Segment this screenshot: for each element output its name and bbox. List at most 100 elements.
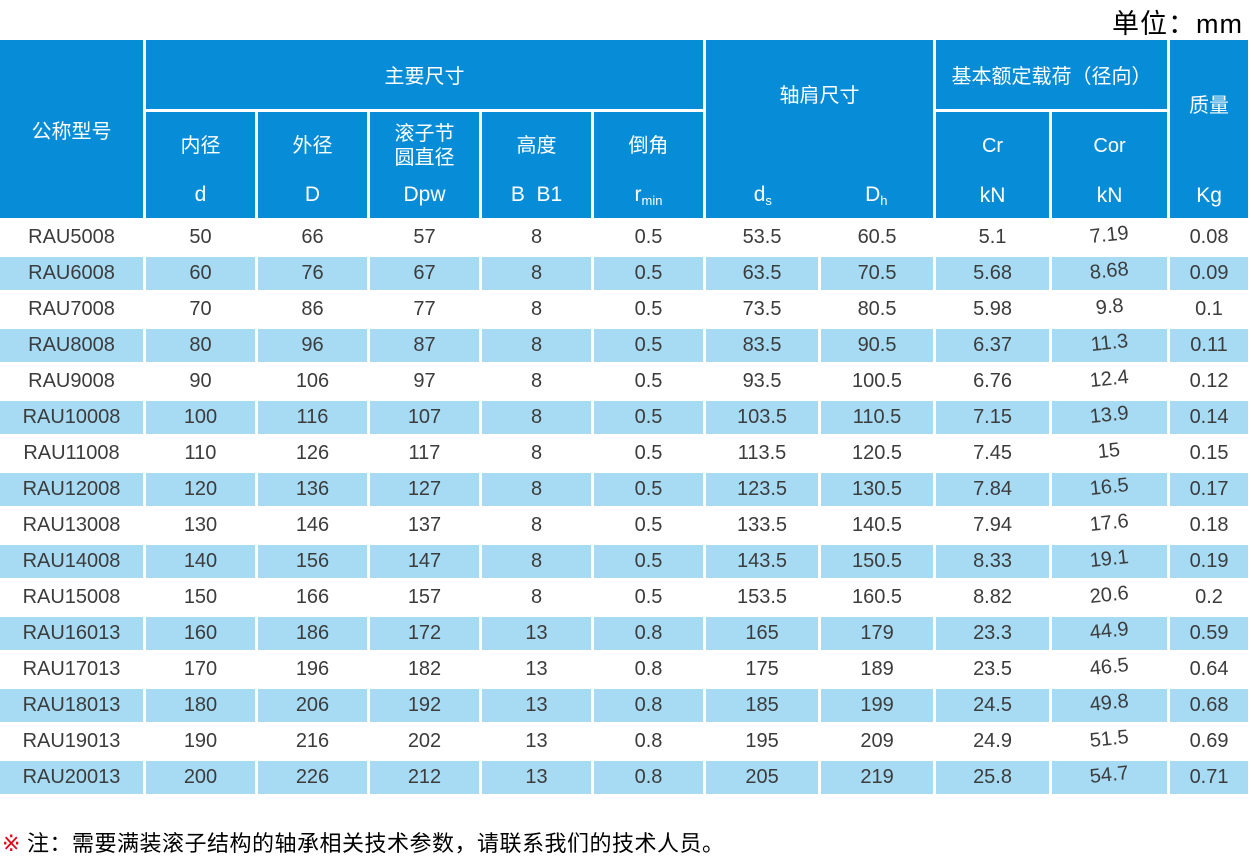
cell-value: 0.5 <box>594 509 704 542</box>
cell-value: 24.5 <box>936 689 1050 722</box>
unit-label: 单位：mm <box>1112 9 1243 39</box>
cell-value: 7.84 <box>936 473 1050 506</box>
cell-value: 5.1 <box>936 221 1050 254</box>
cell-value: 24.9 <box>936 725 1050 758</box>
footnote-text: 注：需要满装滚子结构的轴承相关技术参数，请联系我们的技术人员。 <box>26 831 725 856</box>
cell-value: 0.5 <box>594 545 704 578</box>
cell-value: 186 <box>258 617 367 650</box>
header-outer-diameter: 外径 D <box>258 112 367 218</box>
cell-value: 126 <box>258 437 367 470</box>
cell-value: 23.5 <box>936 653 1050 686</box>
table-body: RAU5008 50 66 57 8 0.5 53.5 60.5 5.1 7.19 0.08 RAU6… <box>0 221 1249 794</box>
symbol-D: D <box>304 183 321 206</box>
mass-label: 质量 <box>1189 94 1230 117</box>
cell-value: 96 <box>258 329 367 362</box>
cell-value: 153.5 <box>706 581 819 614</box>
cell-value: 54.7 <box>1052 761 1168 794</box>
cell-value: 13 <box>482 689 591 722</box>
cell-value: 137 <box>370 509 479 542</box>
table-row: RAU10008 100 116 107 8 0.5 103.5 110.5 7.15 13.9 0… <box>0 401 1249 434</box>
cell-value: 0.64 <box>1170 653 1249 686</box>
cell-value: 179 <box>821 617 934 650</box>
cor-unit: kN <box>1096 184 1123 207</box>
cell-value: 0.8 <box>594 617 704 650</box>
cell-value: 0.8 <box>594 725 704 758</box>
cell-value: 140 <box>146 545 255 578</box>
cell-value: 182 <box>370 653 479 686</box>
table-row: RAU6008 60 76 67 8 0.5 63.5 70.5 5.68 8.68 0.09 <box>0 257 1249 290</box>
table-header: 公称型号 主要尺寸 轴肩尺寸 ds Dh 基本额定载荷（径向） 质量 Kg <box>0 40 1249 218</box>
cell-value: 60 <box>146 257 255 290</box>
cell-value: 199 <box>821 689 934 722</box>
cell-value: 160.5 <box>821 581 934 614</box>
cell-value: 20.6 <box>1052 581 1168 614</box>
header-mass: 质量 Kg <box>1170 40 1249 218</box>
header-roller-pitch-diameter: 滚子节 圆直径 Dpw <box>370 112 479 218</box>
header-rated-load: 基本额定载荷（径向） <box>936 40 1168 109</box>
cell-value: 170 <box>146 653 255 686</box>
cr-unit: kN <box>979 184 1006 207</box>
cell-value: 46.5 <box>1052 653 1168 686</box>
cell-value: 166 <box>258 581 367 614</box>
cell-value: 44.9 <box>1052 617 1168 650</box>
cell-value: 86 <box>258 293 367 326</box>
cell-value: 190 <box>146 725 255 758</box>
header-cr: Cr kN <box>936 112 1050 218</box>
cell-value: 8 <box>482 401 591 434</box>
cell-model: RAU7008 <box>0 293 143 326</box>
cell-value: 7.45 <box>936 437 1050 470</box>
cell-value: 212 <box>370 761 479 794</box>
cell-value: 147 <box>370 545 479 578</box>
cell-value: 93.5 <box>706 365 819 398</box>
cell-value: 106 <box>258 365 367 398</box>
cell-value: 133.5 <box>706 509 819 542</box>
cell-value: 0.09 <box>1170 257 1249 290</box>
cell-value: 165 <box>706 617 819 650</box>
cell-value: 6.37 <box>936 329 1050 362</box>
cell-value: 156 <box>258 545 367 578</box>
cell-value: 87 <box>370 329 479 362</box>
cell-value: 0.5 <box>594 437 704 470</box>
cell-value: 200 <box>146 761 255 794</box>
cell-value: 19.1 <box>1052 545 1168 578</box>
cell-value: 0.5 <box>594 257 704 290</box>
cell-value: 0.5 <box>594 473 704 506</box>
cell-value: 8 <box>482 257 591 290</box>
cell-model: RAU18013 <box>0 689 143 722</box>
cell-value: 192 <box>370 689 479 722</box>
cell-value: 0.5 <box>594 365 704 398</box>
cell-value: 17.6 <box>1052 509 1168 542</box>
cell-value: 0.17 <box>1170 473 1249 506</box>
cell-value: 120 <box>146 473 255 506</box>
cell-value: 67 <box>370 257 479 290</box>
symbol-dh: Dh <box>865 183 888 208</box>
table-row: RAU11008 110 126 117 8 0.5 113.5 120.5 7.45 15 0.1… <box>0 437 1249 470</box>
cell-value: 175 <box>706 653 819 686</box>
cell-value: 51.5 <box>1052 725 1168 758</box>
cell-value: 150.5 <box>821 545 934 578</box>
cell-value: 83.5 <box>706 329 819 362</box>
shoulder-label: 轴肩尺寸 <box>779 84 860 107</box>
table-row: RAU7008 70 86 77 8 0.5 73.5 80.5 5.98 9.8 0.1 <box>0 293 1249 326</box>
cell-value: 8 <box>482 329 591 362</box>
mass-unit: Kg <box>1196 184 1222 207</box>
footnote: ※ 注：需要满装滚子结构的轴承相关技术参数，请联系我们的技术人员。 <box>2 826 724 858</box>
cell-model: RAU13008 <box>0 509 143 542</box>
cell-value: 25.8 <box>936 761 1050 794</box>
cell-value: 180 <box>146 689 255 722</box>
cell-value: 13.9 <box>1052 401 1168 434</box>
cell-value: 0.68 <box>1170 689 1249 722</box>
cell-value: 219 <box>821 761 934 794</box>
cell-value: 60.5 <box>821 221 934 254</box>
cell-value: 6.76 <box>936 365 1050 398</box>
header-chamfer: 倒角 rmin <box>594 112 704 218</box>
header-cor: Cor kN <box>1052 112 1168 218</box>
table-row: RAU5008 50 66 57 8 0.5 53.5 60.5 5.1 7.19 0.08 <box>0 221 1249 254</box>
table-row: RAU20013 200 226 212 13 0.8 205 219 25.8 54.7 0.71 <box>0 761 1249 794</box>
symbol-dpw: Dpw <box>403 183 446 206</box>
cell-value: 116 <box>258 401 367 434</box>
cell-value: 50 <box>146 221 255 254</box>
symbol-d: d <box>194 183 207 206</box>
cell-value: 160 <box>146 617 255 650</box>
cell-value: 90.5 <box>821 329 934 362</box>
